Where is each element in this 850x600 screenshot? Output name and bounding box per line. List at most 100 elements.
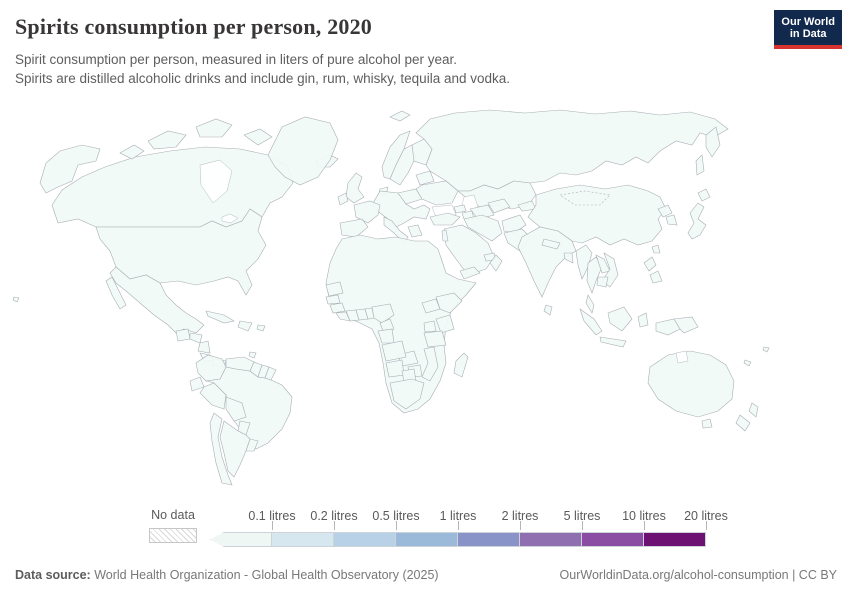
country-uruguay[interactable] <box>245 438 259 452</box>
country-mongolia[interactable] <box>559 190 611 206</box>
canada-arctic-island[interactable] <box>243 128 273 146</box>
country-kenya[interactable] <box>435 314 455 334</box>
country-cameroon[interactable] <box>379 318 395 332</box>
country-nepal[interactable] <box>541 238 561 250</box>
country-india[interactable] <box>517 226 577 298</box>
region-borneo[interactable] <box>607 306 633 332</box>
country-bangladesh[interactable] <box>563 252 574 264</box>
country-svalbard[interactable] <box>389 110 411 122</box>
region-western-sahara[interactable] <box>325 281 344 297</box>
region-spain-portugal[interactable] <box>339 218 369 238</box>
canada-arctic-island[interactable] <box>119 144 145 160</box>
country-finland[interactable] <box>411 138 433 166</box>
region-central-europe[interactable] <box>371 190 431 228</box>
region-sumatra[interactable] <box>579 308 603 336</box>
region-alaska[interactable] <box>39 144 101 194</box>
country-russia[interactable] <box>415 109 729 192</box>
country-puerto-rico[interactable] <box>256 324 266 332</box>
country-angola[interactable] <box>381 340 407 362</box>
country-georgia[interactable] <box>453 204 467 214</box>
country-madagascar[interactable] <box>453 352 469 378</box>
country-greenland[interactable] <box>267 116 339 186</box>
country-new-zealand-south[interactable] <box>735 414 751 432</box>
country-turkmenistan[interactable] <box>469 204 495 220</box>
country-ecuador[interactable] <box>189 376 205 392</box>
country-honduras[interactable] <box>189 332 203 344</box>
region-java[interactable] <box>599 336 627 348</box>
country-ethiopia[interactable] <box>435 292 463 314</box>
region-baltic-states[interactable] <box>415 170 435 186</box>
country-france[interactable] <box>353 200 381 224</box>
region-sulawesi[interactable] <box>637 312 649 328</box>
region-baja-california[interactable] <box>105 276 127 310</box>
legend-bin-b8[interactable] <box>644 532 706 547</box>
country-peru[interactable] <box>199 382 227 410</box>
country-papua-new-guinea[interactable] <box>673 316 699 334</box>
country-sri-lanka[interactable] <box>543 304 553 316</box>
country-tanzania[interactable] <box>423 330 447 348</box>
canada-arctic-island[interactable] <box>147 130 187 150</box>
country-yemen[interactable] <box>459 266 481 280</box>
region-hispaniola[interactable] <box>237 320 253 332</box>
country-colombia[interactable] <box>195 354 227 382</box>
country-south-korea[interactable] <box>665 214 678 226</box>
region-french-guiana[interactable] <box>264 366 277 381</box>
region-tasmania[interactable] <box>701 418 713 429</box>
country-mozambique[interactable] <box>421 346 439 382</box>
country-russia-kamchatka[interactable] <box>705 126 721 158</box>
country-afghanistan[interactable] <box>501 214 527 234</box>
region-hokkaido[interactable] <box>697 188 711 202</box>
country-thailand[interactable] <box>586 256 603 294</box>
region-hawaii[interactable] <box>12 296 20 303</box>
country-ukraine-belarus[interactable] <box>415 180 459 206</box>
legend-bin-b3[interactable] <box>334 532 396 547</box>
legend-no-data[interactable]: No data <box>143 508 203 543</box>
country-nigeria[interactable] <box>371 303 395 324</box>
country-japan[interactable] <box>687 202 707 240</box>
country-north-korea[interactable] <box>657 204 673 218</box>
no-data-swatch[interactable] <box>149 528 197 543</box>
country-guatemala[interactable] <box>175 328 191 342</box>
country-united-kingdom[interactable] <box>345 172 365 204</box>
country-namibia[interactable] <box>385 359 405 378</box>
country-israel[interactable] <box>441 229 449 242</box>
country-chile[interactable] <box>209 412 233 486</box>
country-uganda[interactable] <box>423 320 437 333</box>
legend-bin-b1[interactable] <box>210 532 272 547</box>
country-south-africa[interactable] <box>389 378 425 410</box>
country-trinidad[interactable] <box>248 351 257 359</box>
legend-bin-b5[interactable] <box>458 532 520 547</box>
region-west-new-guinea[interactable] <box>655 318 681 336</box>
country-ireland[interactable] <box>337 192 349 206</box>
country-mexico[interactable] <box>109 266 205 334</box>
country-guinea[interactable] <box>329 302 346 314</box>
country-argentina[interactable] <box>219 420 251 478</box>
country-cambodia[interactable] <box>596 276 609 288</box>
country-russia-sakhalin[interactable] <box>695 154 705 176</box>
canada-arctic-island[interactable] <box>195 118 233 138</box>
legend-bin-b2[interactable] <box>272 532 334 547</box>
legend-bin-b4[interactable] <box>396 532 458 547</box>
country-cuba[interactable] <box>205 310 235 324</box>
country-poland[interactable] <box>397 188 423 205</box>
country-philippines[interactable] <box>643 256 657 272</box>
legend-bin-b6[interactable] <box>520 532 582 547</box>
country-taiwan[interactable] <box>651 244 661 254</box>
owid-link[interactable]: OurWorldinData.org/alcohol-consumption <box>559 568 789 582</box>
legend-bin-b7[interactable] <box>582 532 644 547</box>
country-philippines[interactable] <box>649 270 663 284</box>
region-new-caledonia[interactable] <box>743 359 752 367</box>
country-new-zealand-north[interactable] <box>748 402 759 418</box>
country-oman[interactable] <box>489 254 503 272</box>
country-australia[interactable] <box>647 350 735 418</box>
country-malaysia[interactable] <box>585 294 595 314</box>
country-iran[interactable] <box>463 214 503 242</box>
owid-logo[interactable]: Our World in Data <box>774 10 842 49</box>
country-uzbekistan[interactable] <box>487 198 511 214</box>
country-senegal[interactable] <box>325 294 341 305</box>
country-bolivia[interactable] <box>225 396 247 422</box>
country-turkey[interactable] <box>429 212 461 226</box>
country-nicaragua[interactable] <box>197 340 211 354</box>
country-fiji[interactable] <box>762 346 770 353</box>
country-greece[interactable] <box>407 224 423 238</box>
